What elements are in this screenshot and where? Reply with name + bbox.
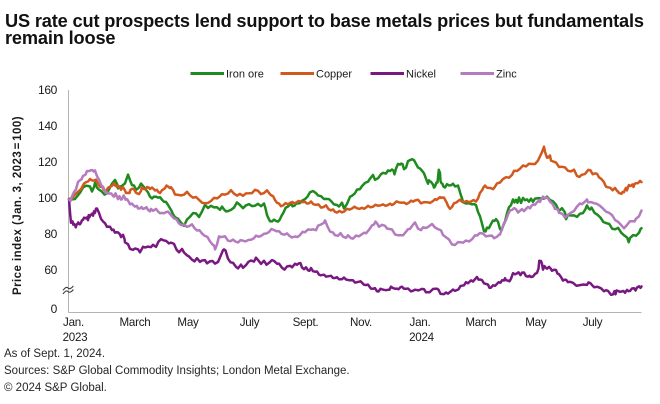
svg-text:120: 120 (38, 155, 58, 169)
svg-text:July: July (583, 316, 603, 329)
svg-text:Copper: Copper (316, 69, 352, 81)
svg-text:July: July (240, 316, 260, 329)
svg-text:Sept.: Sept. (293, 316, 319, 329)
svg-text:60: 60 (44, 263, 57, 277)
svg-text:Iron ore: Iron ore (226, 69, 264, 81)
svg-text:80: 80 (44, 227, 57, 241)
svg-text:2023: 2023 (63, 331, 88, 344)
svg-text:March: March (465, 316, 496, 329)
svg-text:0: 0 (51, 302, 58, 316)
svg-text:Nov.: Nov. (350, 316, 372, 329)
svg-text:May: May (525, 316, 547, 329)
svg-text:As of Sept. 1, 2024.: As of Sept. 1, 2024. (4, 348, 105, 360)
svg-text:Price index (Jan. 3, 2023 = 10: Price index (Jan. 3, 2023 = 100) (12, 116, 24, 295)
svg-text:160: 160 (38, 83, 58, 97)
svg-text:2024: 2024 (409, 331, 435, 344)
svg-text:Zinc: Zinc (496, 69, 517, 81)
svg-text:Sources: S&P Global Commodity: Sources: S&P Global Commodity Insights; … (4, 365, 350, 377)
svg-text:140: 140 (38, 119, 58, 133)
svg-text:Jan.: Jan. (410, 316, 431, 329)
svg-text:Jan.: Jan. (63, 316, 84, 329)
svg-text:© 2024 S&P Global.: © 2024 S&P Global. (4, 382, 107, 394)
svg-text:100: 100 (38, 191, 58, 205)
svg-text:May: May (177, 316, 199, 329)
svg-text:Nickel: Nickel (406, 69, 436, 81)
svg-text:March: March (120, 316, 151, 329)
